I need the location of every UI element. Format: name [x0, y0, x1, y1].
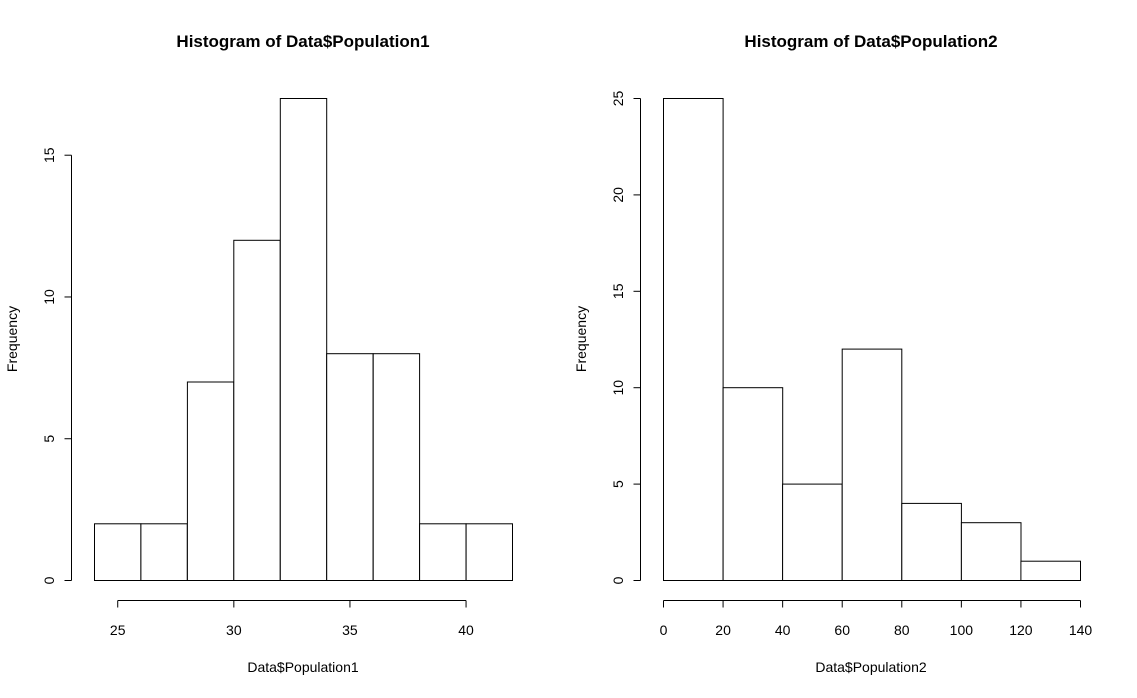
- x-axis-label: Data$Population1: [247, 659, 359, 675]
- bar-4: [901, 502, 962, 581]
- y-tick-label: 15: [41, 147, 57, 163]
- y-tick-label: 25: [610, 91, 626, 107]
- bar-2: [186, 381, 235, 581]
- x-tick-label: 60: [834, 622, 850, 638]
- y-tick-label: 10: [610, 380, 626, 396]
- x-axis: 25 30 35 40: [110, 600, 474, 638]
- x-tick-label: 80: [894, 622, 910, 638]
- y-tick-label: 5: [610, 480, 626, 488]
- histogram-panel-1: Histogram of Data$Population1 Data$Popul…: [4, 32, 514, 675]
- bar-5: [960, 522, 1022, 582]
- x-tick-label: 20: [715, 622, 731, 638]
- x-tick-label: 40: [458, 622, 474, 638]
- x-axis: 0 20 40 60 80 100 120 140: [660, 600, 1093, 638]
- chart-title: Histogram of Data$Population1: [176, 32, 429, 51]
- y-axis: 0 5 10 15 20 25: [610, 91, 641, 584]
- bar-4: [279, 98, 328, 581]
- bar-2: [782, 483, 843, 582]
- bar-0: [663, 98, 724, 581]
- x-axis-label: Data$Population2: [815, 659, 927, 675]
- x-tick-label: 35: [342, 622, 358, 638]
- x-tick-label: 25: [110, 622, 126, 638]
- x-tick-label: 100: [950, 622, 974, 638]
- x-tick-label: 120: [1009, 622, 1033, 638]
- y-tick-label: 15: [610, 283, 626, 299]
- y-axis-label: Frequency: [4, 306, 20, 372]
- bar-1: [722, 387, 784, 582]
- bar-8: [465, 523, 514, 581]
- bars: [663, 98, 1082, 582]
- histogram-panel-2: Histogram of Data$Population2 Data$Popul…: [573, 32, 1092, 675]
- x-tick-label: 140: [1069, 622, 1093, 638]
- bar-6: [372, 353, 421, 582]
- bar-5: [326, 353, 374, 582]
- chart-title: Histogram of Data$Population2: [744, 32, 997, 51]
- x-tick-label: 30: [226, 622, 242, 638]
- bars: [94, 98, 514, 582]
- bar-3: [233, 239, 281, 582]
- y-tick-label: 0: [610, 576, 626, 584]
- x-tick-label: 40: [775, 622, 791, 638]
- y-tick-label: 0: [41, 576, 57, 584]
- bar-6: [1020, 560, 1082, 582]
- y-axis-label: Frequency: [573, 306, 589, 372]
- bar-7: [419, 523, 467, 581]
- x-tick-label: 0: [660, 622, 668, 638]
- y-tick-label: 10: [41, 289, 57, 305]
- y-axis: 0 5 10 15: [41, 147, 72, 584]
- y-tick-label: 20: [610, 187, 626, 203]
- bar-3: [841, 348, 903, 581]
- bar-0: [94, 523, 142, 581]
- bar-1: [140, 523, 188, 581]
- y-tick-label: 5: [41, 435, 57, 443]
